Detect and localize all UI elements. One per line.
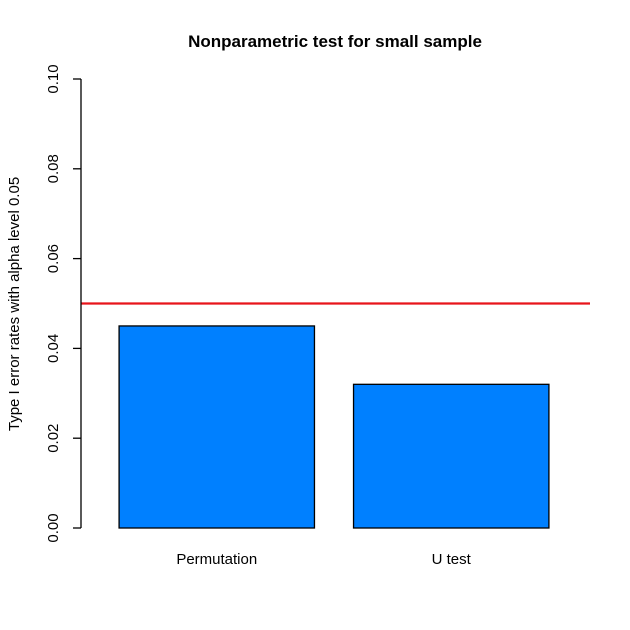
- x-tick-label: U test: [432, 551, 472, 568]
- chart-title: Nonparametric test for small sample: [188, 32, 482, 51]
- y-axis-label: Type I error rates with alpha level 0.05: [6, 177, 23, 431]
- bar-u-test: [352, 383, 550, 529]
- y-tick-label: 0.04: [45, 334, 62, 363]
- y-tick-label: 0.06: [45, 244, 62, 273]
- bars-layer: [118, 325, 550, 529]
- y-tick-label: 0.10: [45, 64, 62, 93]
- y-tick-label: 0.00: [45, 513, 62, 542]
- y-tick-label: 0.02: [45, 424, 62, 453]
- y-tick-label: 0.08: [45, 154, 62, 183]
- x-tick-label: Permutation: [176, 551, 257, 568]
- bar-permutation: [118, 325, 316, 529]
- y-axis: 0.00 0.02 0.04 0.06 0.08 0.10: [45, 64, 82, 543]
- x-axis-labels: Permutation U test: [176, 551, 471, 568]
